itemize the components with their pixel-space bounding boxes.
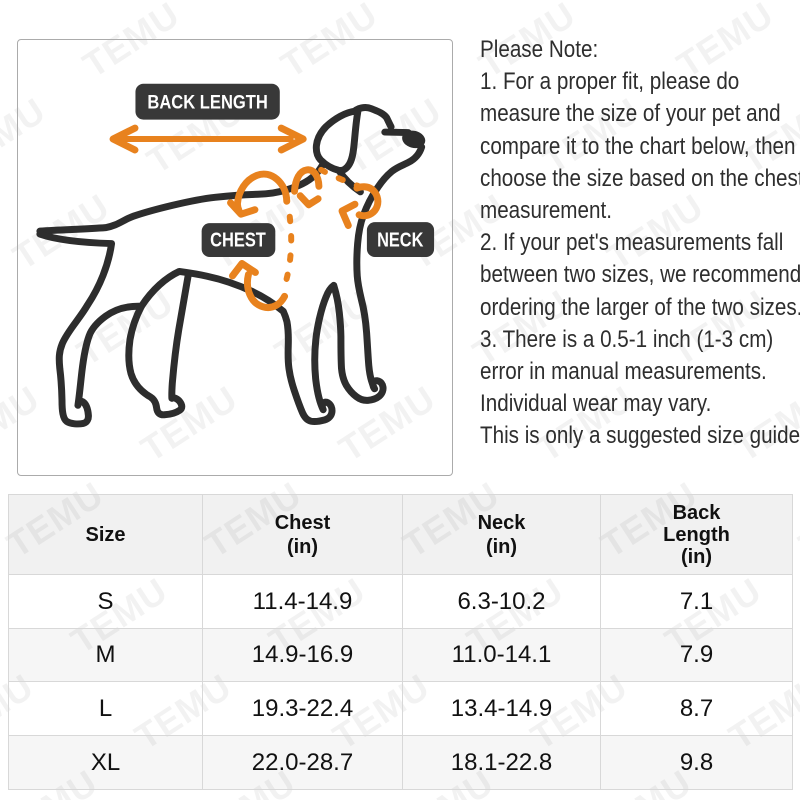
svg-text:CHEST: CHEST — [210, 230, 266, 252]
svg-text:NECK: NECK — [377, 230, 424, 252]
svg-text:BACK LENGTH: BACK LENGTH — [147, 92, 267, 114]
